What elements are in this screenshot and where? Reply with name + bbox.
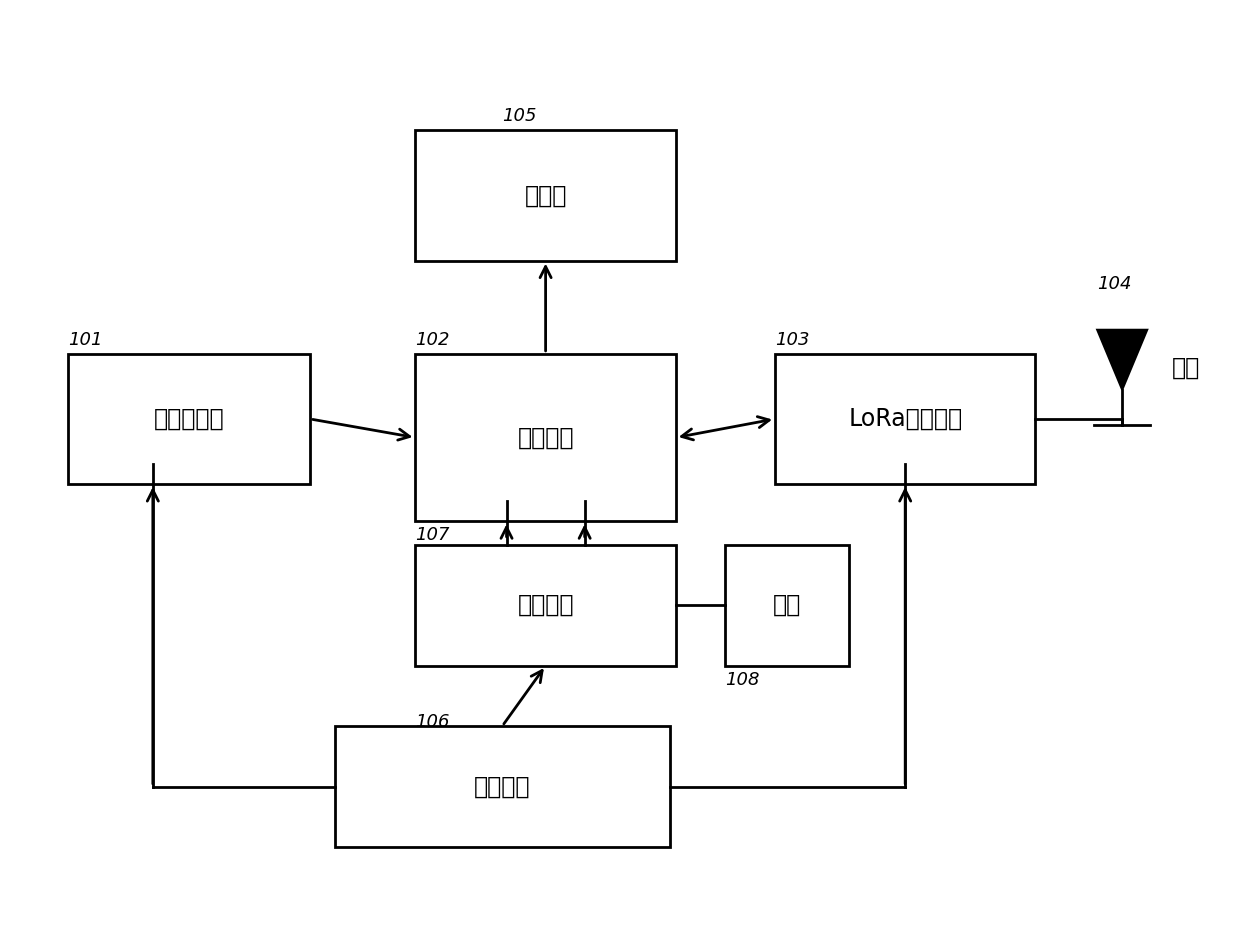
Bar: [68, 354, 310, 484]
Text: 天线: 天线: [1172, 356, 1200, 380]
Text: LoRa射频模块: LoRa射频模块: [848, 407, 962, 431]
Text: 101: 101: [68, 331, 103, 349]
Bar: [415, 545, 676, 666]
Text: 108: 108: [725, 670, 760, 689]
Text: 102: 102: [415, 331, 450, 349]
Text: 104: 104: [1097, 275, 1132, 293]
Text: 103: 103: [775, 331, 810, 349]
Bar: [415, 354, 676, 521]
Bar: [725, 545, 849, 666]
Text: 主控制器: 主控制器: [517, 425, 574, 450]
Text: 电源模块: 电源模块: [474, 775, 531, 799]
Text: 107: 107: [415, 526, 450, 545]
Bar: [415, 130, 676, 261]
Text: 电池: 电池: [774, 593, 801, 617]
Polygon shape: [1097, 330, 1147, 390]
Bar: [335, 726, 670, 847]
Text: 定位模块: 定位模块: [517, 593, 574, 617]
Text: 106: 106: [415, 712, 450, 731]
Text: 温度传感器: 温度传感器: [154, 407, 224, 431]
Bar: [775, 354, 1035, 484]
Text: 105: 105: [502, 107, 537, 126]
Text: 指示灯: 指示灯: [525, 183, 567, 208]
